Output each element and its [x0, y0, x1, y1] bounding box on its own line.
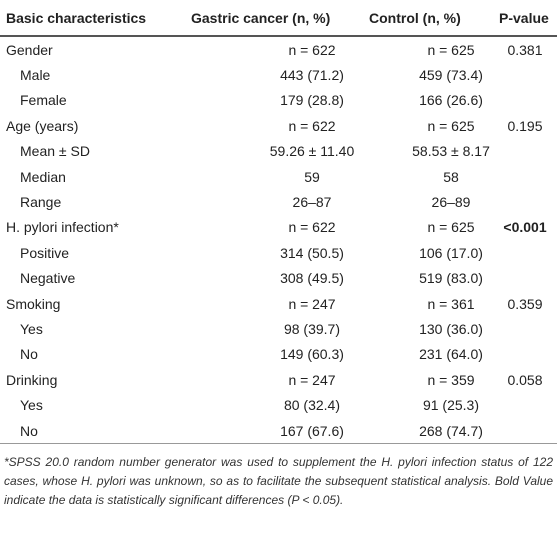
table-cell: n = 625 — [427, 41, 475, 58]
header-cell: Basic characteristics — [0, 0, 185, 37]
header-row: Basic characteristics Gastric cancer (n, … — [0, 0, 557, 37]
table-cell: Gender — [6, 41, 53, 58]
table-cell — [493, 417, 557, 445]
table-cell — [493, 342, 557, 367]
table-cell: Range — [20, 194, 62, 211]
table-cell: 59.26 ± 11.40 — [269, 143, 355, 160]
table-row: H. pylori infection* n = 622 n = 625 <0.001 — [0, 215, 557, 240]
table-cell — [493, 139, 557, 164]
table-cell: n = 622 — [288, 219, 336, 236]
table-row: No 149 (60.3) 231 (64.0) — [0, 342, 557, 367]
table-row: Yes 80 (32.4) 91 (25.3) — [0, 392, 557, 417]
table-row: Negative 308 (49.5) 519 (83.0) — [0, 266, 557, 291]
table-cell: Male — [20, 67, 51, 84]
table-row: No 167 (67.6) 268 (74.7) — [0, 417, 557, 445]
table-cell: 26–89 — [431, 194, 471, 211]
table-cell: n = 625 — [427, 117, 475, 134]
table-cell: 58.53 ± 8.17 — [412, 143, 490, 160]
table-cell: Age (years) — [6, 117, 79, 134]
table-row: Median 59 58 — [0, 164, 557, 189]
table-cell: 0.195 — [507, 117, 543, 134]
table-cell: 166 (26.6) — [419, 92, 483, 109]
table-cell: 0.381 — [507, 41, 543, 58]
table-cell: Drinking — [6, 371, 58, 388]
table-cell: 59 — [304, 168, 320, 185]
table-cell: 179 (28.8) — [280, 92, 344, 109]
table-row: Drinking n = 247 n = 359 0.058 — [0, 367, 557, 392]
table-cell: Positive — [20, 244, 70, 261]
table-cell: Smoking — [6, 295, 61, 312]
table-cell: n = 625 — [427, 219, 475, 236]
header-cell: Control (n, %) — [363, 0, 493, 37]
table-row: Mean ± SD 59.26 ± 11.40 58.53 ± 8.17 — [0, 139, 557, 164]
table-cell: 98 (39.7) — [283, 320, 341, 337]
table-cell — [493, 266, 557, 291]
table-cell: 26–87 — [292, 194, 332, 211]
table-cell: No — [20, 346, 38, 363]
table-row: Positive 314 (50.5) 106 (17.0) — [0, 240, 557, 265]
table-cell: Negative — [20, 270, 76, 287]
table-body: Gender n = 622 n = 625 0.381 Male 443 (71.2) 4… — [0, 36, 557, 445]
table-cell: 80 (32.4) — [283, 397, 341, 414]
table-cell — [493, 316, 557, 341]
table-cell: n = 247 — [288, 295, 336, 312]
table-cell: 58 — [443, 168, 459, 185]
table-cell: n = 622 — [288, 41, 336, 58]
header-cell: P-value — [493, 0, 557, 37]
table-cell: Mean ± SD — [20, 143, 90, 160]
table-cell: Median — [20, 168, 66, 185]
table-cell — [493, 88, 557, 113]
table-cell: 519 (83.0) — [419, 270, 483, 287]
table-cell — [493, 392, 557, 417]
table-cell: 130 (36.0) — [419, 320, 483, 337]
table-row: Age (years) n = 622 n = 625 0.195 — [0, 113, 557, 138]
table-cell: 268 (74.7) — [363, 417, 493, 445]
table-cell — [493, 62, 557, 87]
table-row: Gender n = 622 n = 625 0.381 — [0, 36, 557, 62]
footnote: *SPSS 20.0 random number generator was u… — [4, 455, 553, 508]
table-row: Male 443 (71.2) 459 (73.4) — [0, 62, 557, 87]
table-cell: 459 (73.4) — [419, 67, 483, 84]
table-cell: 308 (49.5) — [280, 270, 344, 287]
table-cell: 231 (64.0) — [419, 346, 483, 363]
table-cell — [493, 164, 557, 189]
table-cell: 149 (60.3) — [280, 346, 344, 363]
table-row: Smoking n = 247 n = 361 0.359 — [0, 291, 557, 316]
table-cell: n = 622 — [288, 117, 336, 134]
table-cell: H. pylori infection* — [6, 219, 119, 236]
table-cell: 314 (50.5) — [280, 244, 344, 261]
table-row: Range 26–87 26–89 — [0, 189, 557, 214]
table-cell: 167 (67.6) — [185, 417, 363, 445]
table-cell: n = 359 — [427, 371, 475, 388]
table-row: Female 179 (28.8) 166 (26.6) — [0, 88, 557, 113]
table-cell: 0.359 — [507, 295, 543, 312]
table-cell: 443 (71.2) — [280, 67, 344, 84]
table-cell: n = 361 — [427, 295, 475, 312]
table-cell — [493, 189, 557, 214]
table-cell: Yes — [20, 320, 43, 337]
table-cell: Yes — [20, 397, 43, 414]
header-cell: Gastric cancer (n, %) — [185, 0, 363, 37]
table-cell — [493, 240, 557, 265]
table-cell: <0.001 — [503, 219, 547, 236]
table-cell: 91 (25.3) — [422, 397, 480, 414]
table-cell: n = 247 — [288, 371, 336, 388]
table-cell: No — [0, 417, 185, 445]
data-table: Basic characteristics Gastric cancer (n, … — [0, 0, 557, 445]
table-cell: Female — [20, 92, 67, 109]
table-cell: 0.058 — [507, 371, 543, 388]
table-cell: 106 (17.0) — [419, 244, 483, 261]
table-row: Yes 98 (39.7) 130 (36.0) — [0, 316, 557, 341]
